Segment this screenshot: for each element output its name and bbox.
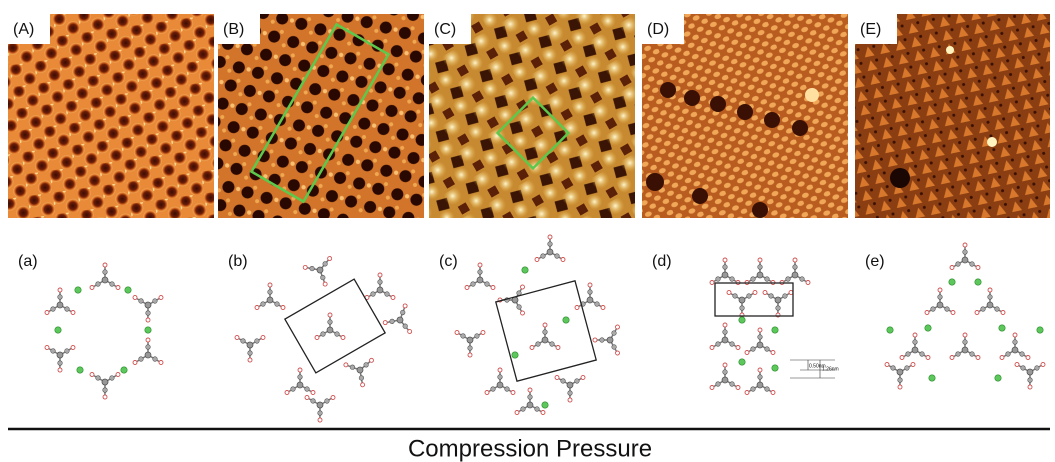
figure: (A) (B) (C) (D) (E) (a) (b) (c) (d) (e) … <box>0 0 1055 462</box>
stm-image-c <box>429 14 635 218</box>
model-e <box>884 243 1052 390</box>
panel-label: (E) <box>860 21 881 38</box>
panel-label: (d) <box>652 253 672 270</box>
stm-image-d <box>642 14 848 218</box>
panel-label: (A) <box>13 21 34 38</box>
stm-image-b <box>218 14 424 218</box>
spacing-label: 1.26nm <box>822 366 839 372</box>
panel-label: (B) <box>223 21 244 38</box>
stm-image-e <box>855 14 1050 218</box>
panel-label: (a) <box>18 253 38 270</box>
stm-image-a <box>8 14 214 218</box>
model-a <box>44 263 170 400</box>
panel-label: (c) <box>439 253 458 270</box>
model-c <box>454 235 631 415</box>
panel-label: (e) <box>865 253 885 270</box>
panel-label: (C) <box>434 21 456 38</box>
caption: Compression Pressure <box>408 435 652 462</box>
panel-label: (D) <box>647 21 669 38</box>
panel-label: (b) <box>228 253 248 270</box>
model-b <box>234 247 420 422</box>
model-d: 0.50nm 1.26nm <box>710 258 839 395</box>
